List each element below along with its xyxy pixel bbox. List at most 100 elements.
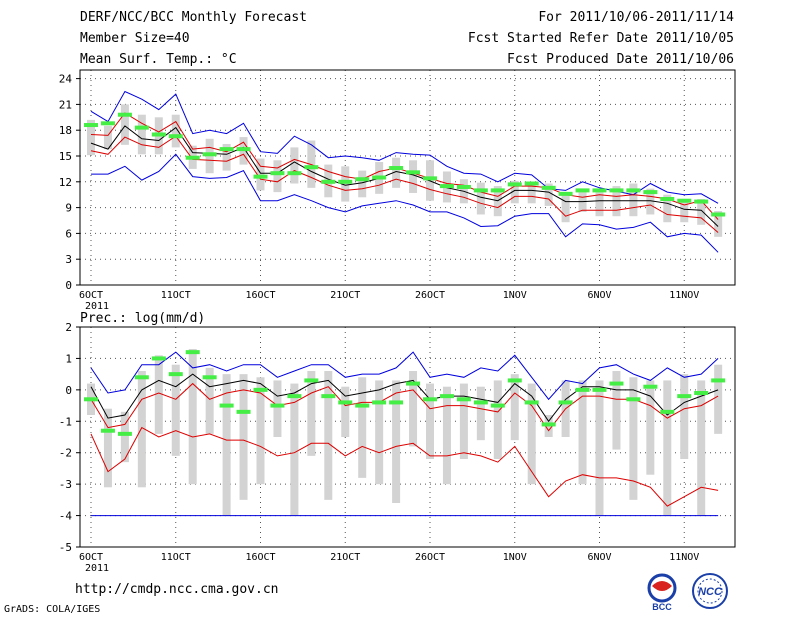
prec-spread-box <box>680 374 689 459</box>
temp-series-lower <box>90 135 719 233</box>
temp-spread-box <box>527 181 536 204</box>
prec-spread-box <box>392 380 401 503</box>
prec-spread-box <box>459 383 468 459</box>
prec-spread-box <box>595 380 604 516</box>
prec-observed-mark <box>355 403 370 408</box>
prec-spread-box <box>714 364 723 434</box>
temp-ytick-label: 6 <box>65 227 72 240</box>
temp-observed-mark <box>287 171 302 176</box>
prec-spread-box <box>409 371 418 447</box>
prec-observed-mark <box>185 350 200 355</box>
temp-spread-box <box>171 114 180 148</box>
header-right: For 2011/10/06-2011/11/14 Fcst Started R… <box>468 10 734 73</box>
prec-observed-mark <box>711 378 726 383</box>
temp-spread-box <box>103 125 112 150</box>
temp-spread-box <box>561 192 570 223</box>
prec-observed-mark <box>304 378 319 383</box>
temp-xtick-label: 1NOV <box>503 290 527 301</box>
temp-observed-mark <box>711 212 726 217</box>
prec-observed-mark <box>117 431 132 436</box>
forecast-started: Fcst Started Refer Date 2011/10/05 <box>467 31 734 46</box>
prec-xtick-label: 21OCT <box>330 552 360 563</box>
temp-spread-box <box>358 170 367 198</box>
prec-observed-mark <box>338 400 353 405</box>
temp-series-upper <box>90 112 719 220</box>
prec-spread-box <box>307 371 316 456</box>
prec-ytick-label: 2 <box>65 321 72 334</box>
prec-observed-mark <box>694 391 709 395</box>
temp-observed-mark <box>219 147 234 152</box>
prec-frame <box>79 326 736 548</box>
prec-spread-box <box>426 383 434 459</box>
temp-series-mean <box>90 125 719 227</box>
temp-xtick-label: 6OCT <box>79 290 103 301</box>
prec-spread-box <box>442 386 451 485</box>
temp-spread-box <box>697 199 706 225</box>
ncc-logo-text: NCC <box>698 586 723 598</box>
temp-observed-mark <box>524 181 539 186</box>
prec-spread-box <box>341 386 350 437</box>
prec-observed-mark <box>253 387 268 392</box>
prec-ytick-label: -1 <box>59 415 72 428</box>
temp-observed-mark <box>592 188 607 193</box>
prec-xtick-label: 11NOV <box>669 552 699 563</box>
prec-xtick-label: 11OCT <box>161 552 191 563</box>
prec-spread-box <box>120 411 129 463</box>
temp-observed-mark <box>406 170 421 175</box>
temp-observed-mark <box>372 175 387 180</box>
prec-xtick-label: 26OCT <box>415 552 445 563</box>
prec-series-upper <box>90 382 719 432</box>
prec-observed-mark <box>134 375 149 380</box>
temp-frame <box>79 69 736 286</box>
temp-series-max <box>90 90 719 204</box>
source-url[interactable]: http://cmdp.ncc.cma.gov.cn <box>75 582 279 597</box>
prec-observed-mark <box>609 381 624 386</box>
temp-spread-box <box>392 157 401 188</box>
temp-ytick-label: 21 <box>59 98 72 111</box>
temp-observed-mark <box>338 179 353 184</box>
prec-observed-mark <box>202 375 217 380</box>
temp-observed-mark <box>253 174 268 179</box>
prec-spread-box <box>256 377 265 485</box>
prec-ytick-label: -5 <box>59 541 72 554</box>
temp-spread-box <box>290 147 299 184</box>
prec-series-lower <box>90 426 719 507</box>
temp-observed-mark <box>168 134 183 139</box>
prec-observed-mark <box>677 394 692 399</box>
prec-observed-mark <box>592 387 607 392</box>
bcc-logo-text: BCC <box>652 602 672 612</box>
temp-ytick-label: 15 <box>59 150 72 163</box>
prec-spread-box <box>612 371 621 450</box>
temp-ytick-label: 24 <box>59 73 73 86</box>
temp-spread-box <box>137 114 146 155</box>
prec-spread-box <box>188 349 197 485</box>
temp-spread-box <box>544 183 553 206</box>
prec-xtick-label: 1NOV <box>503 552 527 563</box>
prec-observed-mark <box>406 381 421 386</box>
temp-spread-box <box>680 199 689 223</box>
bcc-logo-swirl <box>652 581 672 591</box>
prec-observed-mark <box>507 378 522 383</box>
temp-xtick-label: 11OCT <box>161 290 191 301</box>
temp-observed-mark <box>304 165 319 170</box>
prec-xtick-year: 2011 <box>85 563 109 574</box>
temp-spread-box <box>646 188 655 215</box>
prec-spread-box <box>578 380 587 485</box>
temp-spread-box <box>476 182 485 215</box>
temp-observed-mark <box>84 123 98 128</box>
prec-spread-box <box>205 367 214 434</box>
temp-observed-mark <box>626 188 641 193</box>
temp-observed-mark <box>202 152 217 157</box>
temp-observed-mark <box>643 190 658 195</box>
prec-observed-mark <box>456 397 471 402</box>
prec-observed-mark <box>372 400 387 405</box>
temp-observed-mark <box>456 184 471 189</box>
temp-observed-mark <box>134 125 149 130</box>
bcc-logo-ring <box>647 573 677 603</box>
temp-observed-mark <box>355 177 370 182</box>
prec-observed-mark <box>321 394 336 399</box>
temp-observed-mark <box>694 199 709 204</box>
member-size: Member Size=40 <box>80 31 190 46</box>
prec-spread-box <box>476 386 485 441</box>
